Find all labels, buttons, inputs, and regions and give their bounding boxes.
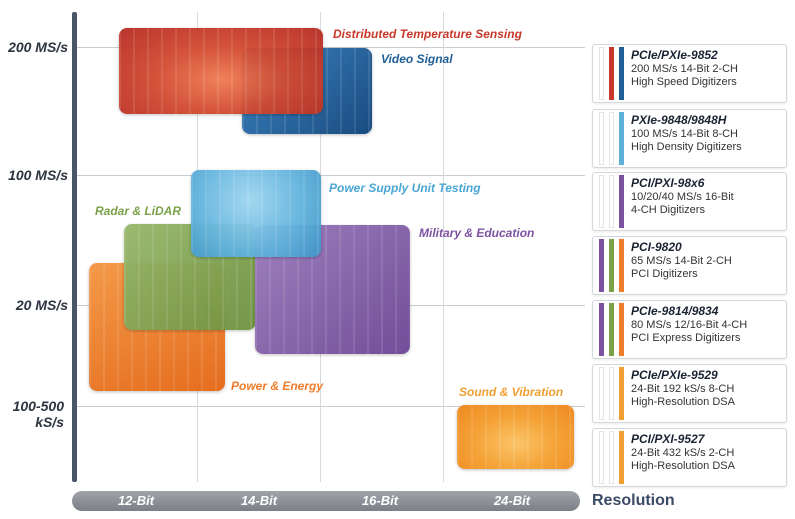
x-label-12bit: 12-Bit <box>117 493 155 508</box>
y-label-200ms: 200 MS/s <box>8 39 68 55</box>
product-model: PCIe/PXIe-9529 <box>631 368 718 382</box>
product-category: High Density Digitizers <box>631 141 742 153</box>
app-block-distributed-temperature-sensing <box>119 28 323 114</box>
product-category-strips <box>593 431 625 484</box>
product-category-strips <box>593 367 625 420</box>
product-category-strips <box>593 303 625 356</box>
product-card: PCI-9820 65 MS/s 14-Bit 2-CH PCI Digitizer… <box>592 236 787 295</box>
product-category-strip <box>619 239 624 292</box>
product-category: High-Resolution DSA <box>631 396 735 408</box>
product-card: PCI/PXI-98x6 10/20/40 MS/s 16-Bit 4-CH Dig… <box>592 172 787 231</box>
product-category: 4-CH Digitizers <box>631 204 705 216</box>
product-text: PCI/PXI-9527 24-Bit 432 kS/s 2-CH High-Res… <box>631 432 782 473</box>
gridline-khz <box>75 406 585 407</box>
product-text: PCI/PXI-98x6 10/20/40 MS/s 16-Bit 4-CH Dig… <box>631 176 782 217</box>
x-label-14bit: 14-Bit <box>240 493 278 508</box>
product-spec: 24-Bit 192 kS/s 8-CH <box>631 383 735 395</box>
app-block-power-supply-unit-testing <box>191 170 321 257</box>
product-text: PCIe-9814/9834 80 MS/s 12/16-Bit 4-CH PCI … <box>631 304 782 345</box>
product-category-strip <box>599 175 604 228</box>
product-model: PCI/PXI-98x6 <box>631 176 705 190</box>
product-text: PCI-9820 65 MS/s 14-Bit 2-CH PCI Digitizer… <box>631 240 782 281</box>
product-category-strip <box>599 47 604 100</box>
product-category-strip <box>619 303 624 356</box>
y-axis-line <box>72 12 77 482</box>
product-spec: 24-Bit 432 kS/s 2-CH <box>631 447 735 459</box>
product-card: PXIe-9848/9848H 100 MS/s 14-Bit 8-CH High … <box>592 109 787 168</box>
product-card: PCIe-9814/9834 80 MS/s 12/16-Bit 4-CH PCI … <box>592 300 787 359</box>
app-label-video-signal: Video Signal <box>381 52 453 66</box>
product-card: PCI/PXI-9527 24-Bit 432 kS/s 2-CH High-Res… <box>592 428 787 487</box>
x-label-24bit: 24-Bit <box>493 493 531 508</box>
app-block-sound-vibration <box>457 405 574 469</box>
gridline-200ms <box>75 47 585 48</box>
app-label-radar-lidar: Radar & LiDAR <box>95 204 182 218</box>
product-category-strip <box>609 239 614 292</box>
product-spec: 10/20/40 MS/s 16-Bit <box>631 191 734 203</box>
gridline-100ms <box>75 175 585 176</box>
y-label-20ms: 20 MS/s <box>15 297 68 313</box>
product-category-strips <box>593 112 625 165</box>
product-spec: 200 MS/s 14-Bit 2-CH <box>631 63 738 75</box>
product-text: PCIe/PXIe-9852 200 MS/s 14-Bit 2-CH High S… <box>631 48 782 89</box>
product-model: PCI/PXI-9527 <box>631 432 705 446</box>
product-spec: 65 MS/s 14-Bit 2-CH <box>631 255 732 267</box>
product-card: PCIe/PXIe-9852 200 MS/s 14-Bit 2-CH High S… <box>592 44 787 103</box>
product-category-strip <box>609 303 614 356</box>
app-label-distributed-temperature-sensing: Distributed Temperature Sensing <box>333 27 522 41</box>
product-category-strip <box>609 431 614 484</box>
product-spec: 80 MS/s 12/16-Bit 4-CH <box>631 319 748 331</box>
product-model: PCIe/PXIe-9852 <box>631 48 718 62</box>
product-text: PXIe-9848/9848H 100 MS/s 14-Bit 8-CH High … <box>631 113 782 154</box>
y-label-100-500ks: 100-500 kS/s <box>12 398 64 430</box>
product-category-strip <box>619 431 624 484</box>
y-label-100ms: 100 MS/s <box>8 167 68 183</box>
product-category-strip <box>619 112 624 165</box>
gridline-16bit <box>443 12 444 482</box>
x-axis-title: Resolution <box>592 492 675 509</box>
x-axis-bar <box>72 491 580 511</box>
x-label-16bit: 16-Bit <box>361 493 399 508</box>
product-category-strip <box>599 367 604 420</box>
product-category-strip <box>609 112 614 165</box>
app-label-military-education: Military & Education <box>419 226 535 240</box>
product-category-strip <box>609 175 614 228</box>
product-category-strips <box>593 47 625 100</box>
product-category-strip <box>599 431 604 484</box>
app-label-sound-vibration: Sound & Vibration <box>459 385 564 399</box>
product-category-strip <box>619 175 624 228</box>
product-model: PCIe-9814/9834 <box>631 304 719 318</box>
product-category-strip <box>599 112 604 165</box>
product-category: PCI Digitizers <box>631 268 698 280</box>
app-label-power-supply-unit-testing: Power Supply Unit Testing <box>329 181 481 195</box>
product-category-strip <box>599 303 604 356</box>
product-model: PCI-9820 <box>631 240 682 254</box>
product-category-strip <box>619 367 624 420</box>
product-model: PXIe-9848/9848H <box>631 113 727 127</box>
product-category-strip <box>599 239 604 292</box>
product-spec: 100 MS/s 14-Bit 8-CH <box>631 128 738 140</box>
product-category: High Speed Digitizers <box>631 76 737 88</box>
product-category-strips <box>593 175 625 228</box>
product-category-strip <box>609 367 614 420</box>
product-text: PCIe/PXIe-9529 24-Bit 192 kS/s 8-CH High-R… <box>631 368 782 409</box>
product-category: High-Resolution DSA <box>631 460 735 472</box>
product-category: PCI Express Digitizers <box>631 332 741 344</box>
app-label-power-energy: Power & Energy <box>231 379 324 393</box>
product-category-strips <box>593 239 625 292</box>
product-card: PCIe/PXIe-9529 24-Bit 192 kS/s 8-CH High-R… <box>592 364 787 423</box>
product-category-strip <box>609 47 614 100</box>
product-category-strip <box>619 47 624 100</box>
